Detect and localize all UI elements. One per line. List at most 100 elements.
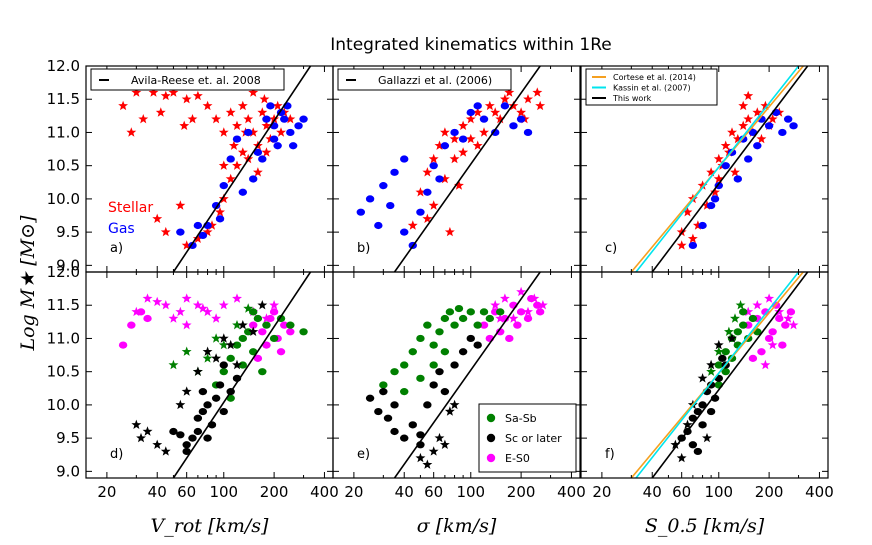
data-point-circle xyxy=(400,228,409,236)
data-point-star xyxy=(237,147,248,157)
data-point-circle xyxy=(169,427,178,436)
y-tick-label: 11.5 xyxy=(47,90,80,108)
data-point-circle xyxy=(280,115,289,123)
data-point-circle xyxy=(458,314,468,323)
data-point-star xyxy=(774,306,785,317)
data-point-circle xyxy=(706,407,716,416)
data-point-star xyxy=(508,313,519,323)
x-tick-label: 100 xyxy=(704,483,733,501)
y-tick-label: 9.5 xyxy=(56,223,80,241)
data-point-star xyxy=(225,107,236,117)
data-point-circle xyxy=(219,368,228,376)
y-tick-label: 12.0 xyxy=(47,263,80,281)
data-point-circle xyxy=(450,361,459,369)
data-point-circle xyxy=(440,388,450,396)
x-tick-label: 60 xyxy=(672,483,691,501)
relation-line xyxy=(393,272,541,478)
data-point-star xyxy=(259,94,270,104)
data-point-star xyxy=(465,114,476,124)
legend-swatch xyxy=(486,453,496,463)
data-point-circle xyxy=(775,314,784,323)
x-tick-label: 100 xyxy=(456,483,485,501)
relation-line xyxy=(635,66,800,272)
data-point-star xyxy=(523,94,533,104)
data-point-star xyxy=(415,187,426,197)
data-point-circle xyxy=(219,407,228,416)
legend-box xyxy=(337,68,512,91)
data-point-circle xyxy=(473,341,482,349)
data-point-circle xyxy=(739,321,748,329)
data-point-star xyxy=(407,220,418,230)
data-point-circle xyxy=(400,388,409,396)
data-point-star xyxy=(118,100,128,111)
data-point-circle xyxy=(269,308,279,316)
data-point-star xyxy=(142,426,153,436)
data-point-star xyxy=(727,333,737,343)
data-point-circle xyxy=(739,308,748,316)
x-tick-label: 40 xyxy=(643,483,662,501)
data-point-star xyxy=(160,300,171,310)
data-point-circle xyxy=(400,434,409,442)
data-point-circle xyxy=(226,155,235,163)
data-point-star xyxy=(428,153,439,164)
data-point-circle xyxy=(496,308,505,316)
data-point-star xyxy=(160,90,171,101)
data-point-circle xyxy=(253,148,263,156)
data-point-circle xyxy=(266,314,275,323)
data-point-star xyxy=(215,207,225,217)
data-point-circle xyxy=(533,301,542,309)
data-point-star xyxy=(237,100,248,111)
data-point-star xyxy=(218,300,229,310)
data-point-star xyxy=(253,167,263,177)
data-point-circle xyxy=(232,135,242,143)
data-point-star xyxy=(490,107,501,117)
data-point-star xyxy=(243,114,254,124)
panels: 9.0 9.5 10.0 10.5 11.0 11.5 12.0 a) Stellar Gas Av… xyxy=(47,57,834,501)
data-point-circle xyxy=(491,128,500,137)
x-tick-label: 20 xyxy=(592,483,611,501)
data-point-circle xyxy=(440,348,450,356)
data-point-star xyxy=(434,432,445,443)
data-point-circle xyxy=(505,334,514,343)
data-point-star xyxy=(706,167,717,177)
y-tick-label: 10.5 xyxy=(47,363,80,381)
data-point-circle xyxy=(390,368,399,376)
legend-label: This work xyxy=(612,94,652,103)
y-tick-label: 10.5 xyxy=(47,157,80,175)
data-point-circle xyxy=(400,155,409,163)
data-point-circle xyxy=(219,182,228,190)
data-point-star xyxy=(181,293,192,303)
data-point-circle xyxy=(188,434,197,442)
data-point-circle xyxy=(253,314,263,323)
data-point-circle xyxy=(479,115,489,123)
relation-line xyxy=(635,272,800,478)
data-point-circle xyxy=(408,421,417,429)
data-point-star xyxy=(160,446,171,456)
data-point-star xyxy=(760,100,771,111)
data-point-circle xyxy=(435,175,444,183)
data-point-star xyxy=(175,200,186,210)
data-point-star xyxy=(192,90,203,101)
x-axis-label: σ [km/s] xyxy=(417,515,497,537)
data-point-circle xyxy=(383,414,393,422)
data-point-circle xyxy=(479,308,489,316)
data-point-circle xyxy=(714,361,723,369)
data-point-star xyxy=(415,452,426,463)
data-point-circle xyxy=(706,201,716,210)
data-point-star xyxy=(788,320,799,330)
data-point-star xyxy=(218,127,229,137)
y-tick-label: 9.5 xyxy=(56,429,80,447)
data-point-circle xyxy=(262,341,271,349)
x-axis-label: S_0.5 [km/s] xyxy=(645,515,765,537)
data-point-star xyxy=(702,200,712,210)
data-point-circle xyxy=(182,447,191,456)
data-point-circle xyxy=(523,128,533,137)
relation-line xyxy=(172,66,312,272)
data-point-star xyxy=(735,300,746,310)
data-point-circle xyxy=(276,348,286,356)
data-point-star xyxy=(687,233,698,243)
data-point-circle xyxy=(253,354,263,362)
data-point-circle xyxy=(535,308,545,316)
data-point-circle xyxy=(698,401,707,409)
